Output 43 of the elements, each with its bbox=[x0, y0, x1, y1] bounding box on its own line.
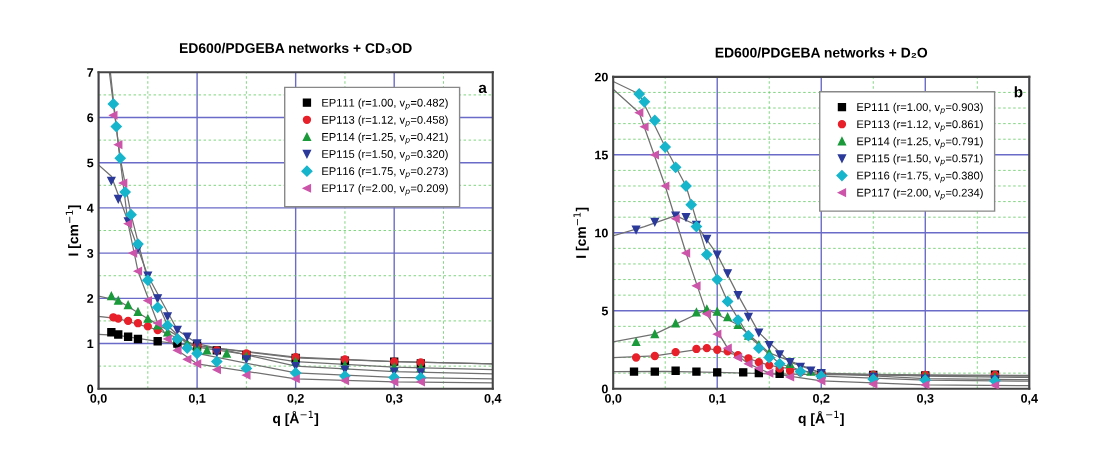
x-axis-title: q [Å$^{−1}$] bbox=[272, 410, 319, 427]
y-tick-label: 7 bbox=[87, 68, 94, 77]
y-tick-label: 10 bbox=[595, 228, 608, 238]
legend-label: EP114 (r=1.25, v$_{p}$=0.791) bbox=[857, 137, 983, 149]
annotation: a bbox=[478, 84, 487, 94]
y-tick-label: 3 bbox=[87, 248, 94, 258]
y-tick-label: 15 bbox=[595, 150, 608, 160]
legend-label: EP115 (r=1.50, v$_{p}$=0.320) bbox=[322, 149, 448, 162]
y-tick-label: 20 bbox=[594, 72, 608, 82]
y-tick-label: 1 bbox=[87, 339, 94, 349]
legend-label: EP117 (r=2.00, v$_{p}$=0.209) bbox=[322, 184, 448, 196]
y-tick-label: 5 bbox=[601, 306, 608, 316]
chart-title: ED600/PDGEBA networks + D₂O bbox=[715, 47, 928, 58]
x-tick-label: 0,2 bbox=[287, 393, 304, 405]
x-tick-label: 0,0 bbox=[90, 393, 107, 405]
legend-label: EP114 (r=1.25, v$_{p}$=0.421) bbox=[322, 132, 448, 145]
legend-label: EP113 (r=1.12, v$_{p}$=0.861) bbox=[857, 119, 983, 132]
x-tick-label: 0,0 bbox=[605, 393, 622, 405]
y-axis-title: I [cm$^{−1}$] bbox=[65, 205, 82, 256]
y-tick-label: 6 bbox=[87, 113, 94, 123]
legend-label: EP117 (r=2.00, v$_{p}$=0.234) bbox=[857, 188, 983, 200]
y-tick-label: 2 bbox=[87, 294, 94, 303]
x-tick-label: 0,3 bbox=[917, 393, 934, 405]
x-tick-label: 0,1 bbox=[709, 393, 726, 405]
x-tick-label: 0,3 bbox=[386, 393, 403, 405]
x-tick-label: 0,4 bbox=[484, 393, 502, 405]
chart-title: ED600/PDGEBA networks + CD₃OD bbox=[179, 42, 412, 54]
legend-label: EP116 (r=1.75, v$_{p}$=0.273) bbox=[322, 166, 448, 179]
y-tick-label: 0 bbox=[87, 384, 94, 394]
x-tick-label: 0,4 bbox=[1021, 393, 1038, 405]
x-axis-title: q [Å$^{−1}$] bbox=[798, 410, 844, 427]
x-tick-label: 0,1 bbox=[188, 393, 206, 405]
x-tick-label: 0,2 bbox=[813, 393, 830, 405]
annotation: b bbox=[1014, 86, 1023, 98]
y-tick-label: 5 bbox=[87, 158, 94, 168]
legend-label: EP111 (r=1.00, v$_{p}$=0.482) bbox=[322, 98, 448, 110]
legend-label: EP115 (r=1.50, v$_{p}$=0.571) bbox=[857, 154, 983, 166]
legend-label: EP111 (r=1.00, v$_{p}$=0.903) bbox=[857, 102, 983, 115]
legend-label: EP113 (r=1.12, v$_{p}$=0.458) bbox=[322, 115, 448, 128]
y-axis-title: I [cm$^{−1}$] bbox=[573, 207, 589, 258]
y-tick-label: 4 bbox=[86, 203, 94, 213]
legend-label: EP116 (r=1.75, v$_{p}$=0.380) bbox=[857, 171, 983, 183]
y-tick-label: 0 bbox=[601, 384, 608, 394]
